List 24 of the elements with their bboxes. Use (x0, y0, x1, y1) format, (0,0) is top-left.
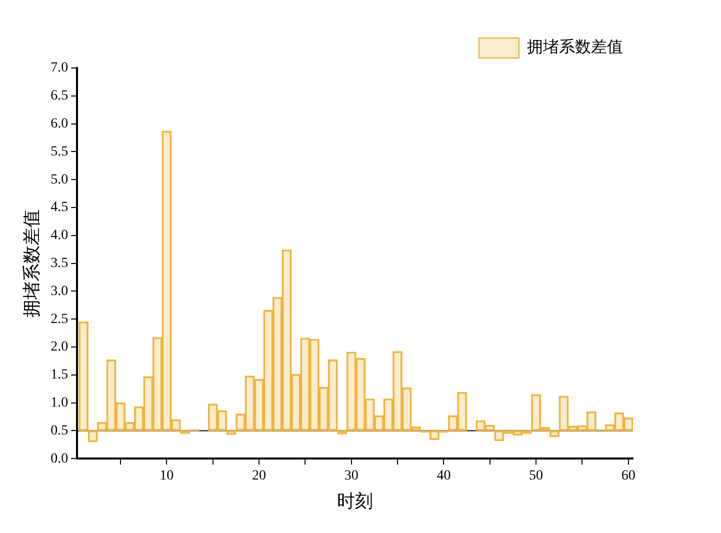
x-tick-label: 40 (436, 468, 451, 484)
y-tick-label: 6.5 (50, 88, 68, 104)
x-tick-label: 30 (344, 468, 358, 484)
legend-label: 拥堵系数差值 (527, 38, 623, 56)
y-axis-title: 拥堵系数差值 (22, 209, 42, 318)
y-tick-label: 0.5 (50, 423, 68, 438)
x-tick-label: 50 (529, 468, 544, 484)
y-tick-label: 3.0 (50, 284, 68, 299)
y-tick-label: 4.0 (50, 228, 68, 244)
y-tick-label: 5.5 (50, 144, 68, 160)
x-axis-title: 时刻 (337, 490, 374, 511)
x-tick-label: 20 (252, 468, 266, 484)
y-tick-label: 0.0 (50, 451, 68, 466)
x-tick-label: 10 (160, 468, 174, 484)
y-tick-label: 5.0 (50, 172, 68, 188)
y-tick-label: 6.0 (50, 116, 68, 132)
y-tick-label: 1.0 (50, 395, 68, 410)
y-tick-label: 3.5 (50, 256, 68, 271)
y-tick-label: 1.5 (50, 368, 68, 383)
x-tick-label: 60 (621, 468, 636, 484)
y-tick-label: 7.0 (50, 60, 68, 76)
y-tick-label: 2.5 (50, 312, 68, 327)
y-tick-label: 2.0 (50, 340, 68, 355)
y-tick-label: 4.5 (50, 200, 68, 216)
